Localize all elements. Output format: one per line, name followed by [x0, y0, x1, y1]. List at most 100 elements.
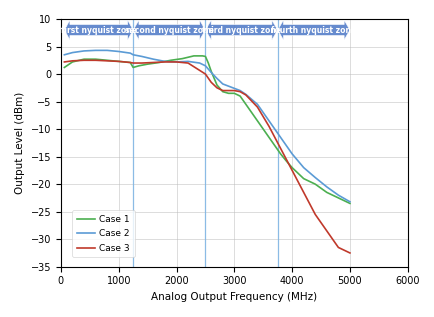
Case 2 [127, 51, 132, 55]
Case 3 [81, 58, 86, 62]
Text: third nyquist zone: third nyquist zone [201, 25, 280, 35]
Y-axis label: Output Level (dBm): Output Level (dBm) [15, 92, 25, 194]
Text: fourth nyquist zone: fourth nyquist zone [270, 25, 355, 35]
X-axis label: Analog Output Frequency (MHz): Analog Output Frequency (MHz) [151, 292, 317, 302]
Case 1 [220, 90, 225, 94]
Line: Case 2: Case 2 [64, 50, 349, 202]
Case 2 [346, 200, 352, 204]
Case 1 [346, 202, 352, 205]
Case 2 [231, 87, 237, 90]
Case 1 [145, 62, 150, 66]
Case 2 [214, 76, 219, 80]
Line: Case 1: Case 1 [64, 56, 349, 204]
Case 2 [62, 53, 67, 57]
Case 3 [104, 59, 109, 63]
Case 2 [225, 84, 230, 88]
Case 2 [277, 135, 283, 139]
Case 1 [168, 58, 173, 62]
Case 2 [254, 102, 260, 106]
Case 3 [127, 61, 132, 64]
Case 3 [231, 89, 237, 93]
Case 1 [179, 57, 184, 61]
Case 1 [130, 66, 135, 69]
Case 2 [335, 193, 340, 197]
Case 2 [130, 53, 135, 57]
Case 3 [266, 125, 271, 128]
Case 1 [93, 57, 98, 61]
Case 1 [289, 166, 294, 170]
Case 1 [272, 144, 277, 147]
Case 1 [231, 91, 237, 95]
Case 3 [254, 105, 260, 109]
Case 2 [116, 49, 121, 53]
Case 2 [202, 64, 207, 68]
Case 3 [335, 246, 340, 249]
Case 1 [260, 127, 265, 131]
Case 2 [289, 152, 294, 156]
Case 3 [346, 251, 352, 255]
Case 1 [156, 61, 161, 64]
Case 1 [81, 57, 86, 61]
Case 1 [214, 83, 219, 87]
Case 2 [220, 82, 225, 86]
Case 3 [174, 60, 179, 64]
Case 3 [225, 89, 230, 93]
Case 3 [116, 60, 121, 63]
Text: first nyquist zone: first nyquist zone [61, 25, 136, 35]
Case 3 [139, 61, 144, 65]
Case 2 [151, 57, 156, 61]
Case 3 [194, 67, 199, 70]
Polygon shape [133, 20, 205, 40]
Case 3 [289, 168, 294, 172]
Case 3 [151, 61, 156, 64]
Case 3 [208, 81, 214, 84]
Case 2 [81, 49, 86, 53]
Text: second nyquist zone: second nyquist zone [125, 25, 213, 35]
Case 2 [208, 70, 214, 74]
Case 1 [225, 91, 230, 95]
Case 3 [323, 229, 329, 233]
Case 1 [237, 94, 242, 98]
Case 2 [237, 89, 242, 93]
Case 1 [335, 196, 340, 200]
Case 3 [237, 90, 242, 94]
Case 2 [139, 55, 144, 58]
Case 1 [208, 69, 214, 73]
Polygon shape [205, 20, 277, 40]
Case 1 [249, 111, 254, 114]
Case 1 [62, 66, 67, 69]
Case 2 [266, 119, 271, 123]
Case 3 [62, 60, 67, 64]
Case 2 [323, 185, 329, 189]
Case 1 [277, 152, 283, 156]
Case 1 [200, 54, 205, 58]
Case 3 [300, 191, 306, 194]
Case 3 [93, 58, 98, 62]
Case 1 [283, 159, 288, 163]
Case 2 [93, 49, 98, 52]
Case 3 [214, 86, 219, 90]
Case 3 [202, 72, 207, 76]
Case 2 [197, 61, 202, 65]
Case 1 [122, 60, 127, 64]
Case 2 [312, 176, 317, 179]
Case 1 [243, 102, 248, 106]
Case 2 [174, 60, 179, 64]
Case 1 [116, 60, 121, 63]
Case 1 [300, 177, 306, 181]
Case 3 [70, 59, 75, 63]
Case 1 [136, 64, 141, 68]
Case 1 [127, 61, 132, 64]
Polygon shape [277, 20, 349, 40]
Case 3 [220, 89, 225, 93]
Case 2 [185, 60, 190, 63]
Case 3 [162, 60, 167, 64]
Case 3 [277, 146, 283, 150]
Case 3 [243, 93, 248, 97]
Case 2 [70, 51, 75, 55]
Case 2 [300, 166, 306, 170]
Line: Case 3: Case 3 [64, 60, 349, 253]
Case 3 [185, 61, 190, 65]
Legend: Case 1, Case 2, Case 3: Case 1, Case 2, Case 3 [72, 210, 134, 257]
Case 2 [162, 60, 167, 63]
